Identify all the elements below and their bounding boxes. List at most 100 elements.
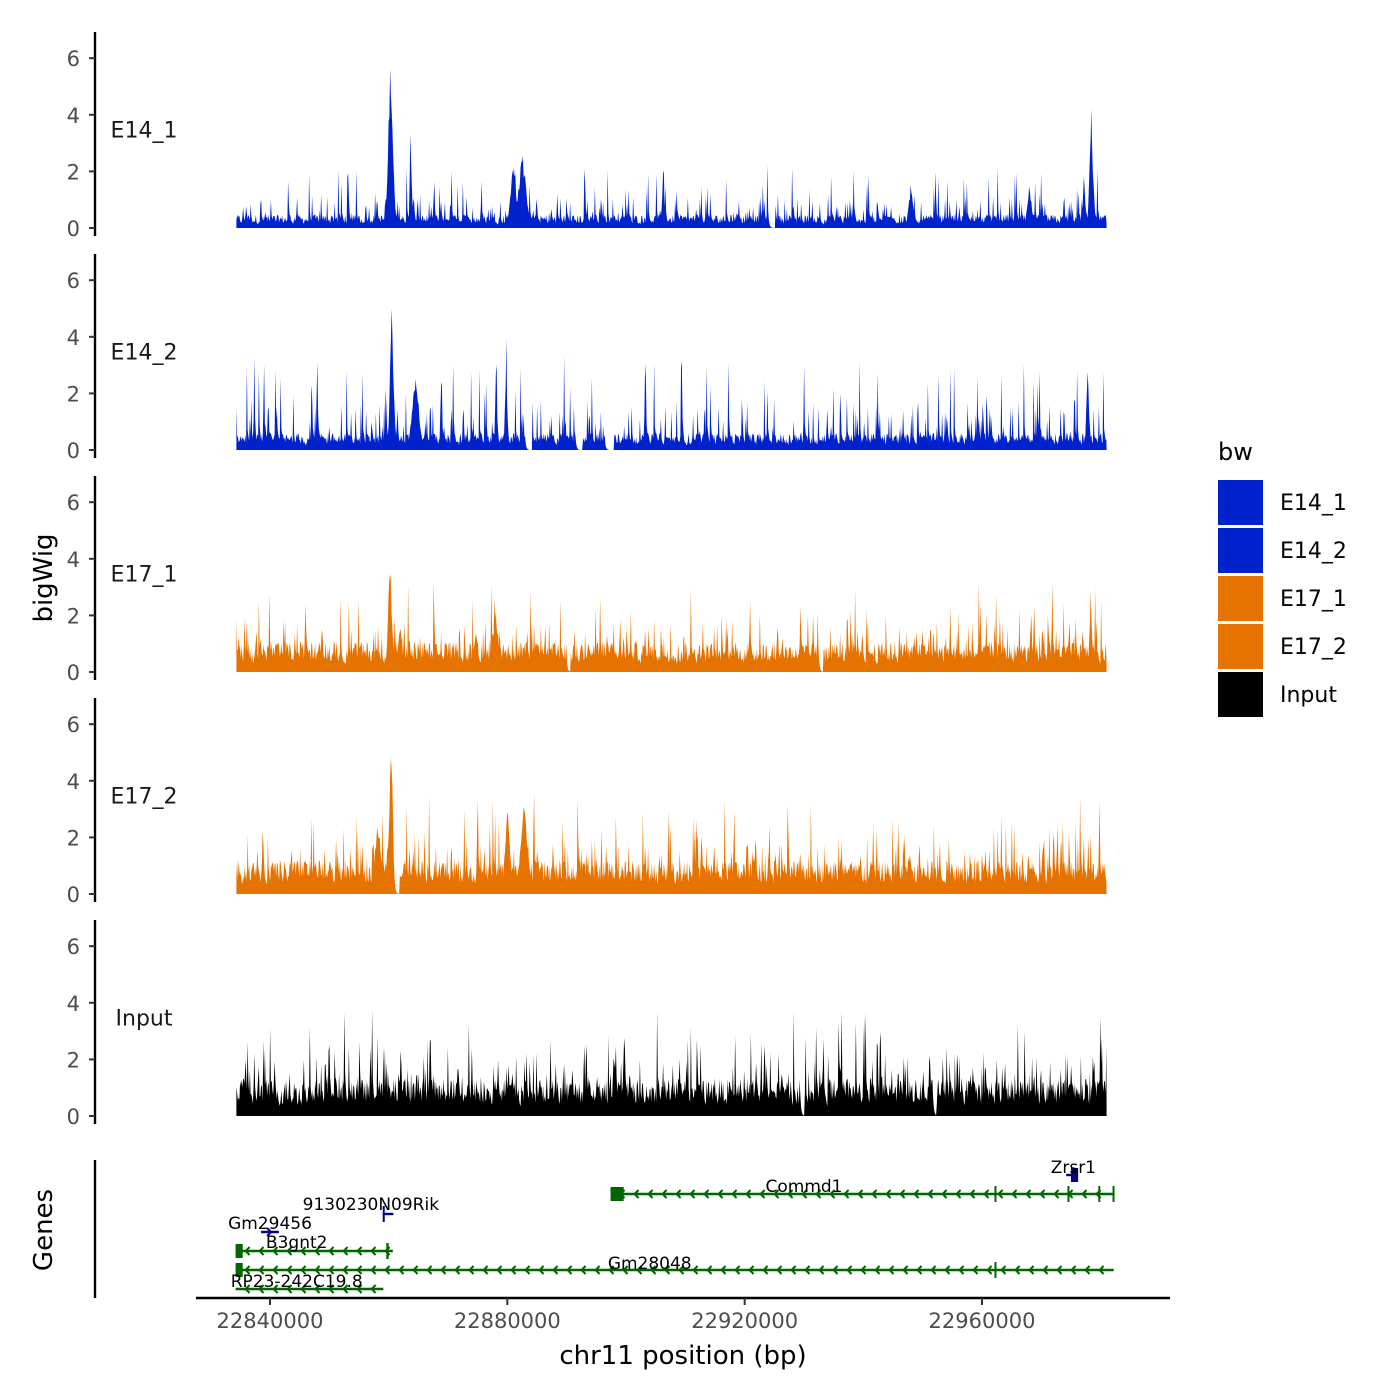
strand-arrow (1056, 1265, 1063, 1275)
strand-arrow (955, 1189, 962, 1199)
track-label: E14_1 (111, 118, 178, 143)
y-tick-label: 6 (67, 491, 80, 515)
exon (1112, 1186, 1115, 1202)
gene-label: Gm29456 (228, 1214, 312, 1234)
gene-9130230n09rik: 9130230N09Rik (303, 1195, 439, 1222)
legend-label: E14_2 (1280, 539, 1347, 564)
exon (994, 1262, 997, 1278)
gene-label: Gm28048 (608, 1254, 692, 1274)
strand-arrow (510, 1265, 517, 1275)
track-panel-e14-1: 0 2 4 6 E14_1 (67, 32, 1107, 241)
exon (1071, 1168, 1079, 1182)
gene-b3gnt2: B3gnt2 (235, 1233, 393, 1259)
exon (235, 1244, 243, 1258)
strand-arrow (286, 1284, 293, 1294)
signal-area (236, 757, 1107, 894)
strand-arrow (972, 1265, 979, 1275)
strand-arrow (944, 1265, 951, 1275)
legend-swatch (1218, 624, 1263, 669)
y-tick-label: 2 (67, 382, 80, 406)
strand-arrow (1000, 1265, 1007, 1275)
strand-arrow (272, 1246, 279, 1256)
strand-arrow (342, 1246, 349, 1256)
strand-arrow (1081, 1189, 1088, 1199)
strand-arrow (1053, 1189, 1060, 1199)
strand-arrow (927, 1189, 934, 1199)
strand-arrow (790, 1265, 797, 1275)
x-tick-label: 22880000 (454, 1309, 561, 1333)
x-tick-label: 22920000 (691, 1309, 798, 1333)
strand-arrow (1014, 1265, 1021, 1275)
strand-arrow (832, 1265, 839, 1275)
y-tick-label: 4 (67, 104, 80, 128)
y-tick-label: 0 (67, 883, 80, 907)
signal-area (236, 308, 1107, 450)
tracks-layer: 0 2 4 6 E14_1 0 2 4 6 E14_2 0 2 4 6 E17_1 0 2 4 6 E17_2 0 2 4 6… (67, 32, 1107, 1129)
legend-label: E17_1 (1280, 587, 1347, 612)
y-tick-label: 0 (67, 217, 80, 241)
strand-arrow (787, 1189, 794, 1199)
exon (235, 1263, 243, 1277)
strand-arrow (829, 1189, 836, 1199)
strand-arrow (717, 1189, 724, 1199)
y-tick-label: 2 (67, 826, 80, 850)
strand-arrow (664, 1265, 671, 1275)
strand-arrow (440, 1265, 447, 1275)
strand-arrow (370, 1265, 377, 1275)
strand-arrow (745, 1189, 752, 1199)
strand-arrow (930, 1265, 937, 1275)
strand-arrow (328, 1284, 335, 1294)
strand-arrow (552, 1265, 559, 1275)
strand-arrow (734, 1265, 741, 1275)
strand-arrow (874, 1265, 881, 1275)
strand-arrow (1042, 1265, 1049, 1275)
strand-arrow (426, 1265, 433, 1275)
strand-arrow (524, 1265, 531, 1275)
legend-swatch (1218, 480, 1263, 525)
strand-arrow (300, 1284, 307, 1294)
strand-arrow (566, 1265, 573, 1275)
gene-commd1: Commd1 (610, 1177, 1115, 1202)
exon (610, 1187, 624, 1201)
strand-arrow (314, 1246, 321, 1256)
strand-arrow (675, 1189, 682, 1199)
strand-arrow (692, 1265, 699, 1275)
signal-area (236, 68, 1107, 229)
strand-arrow (356, 1284, 363, 1294)
y-tick-label: 2 (67, 160, 80, 184)
gene-gm28048: Gm28048 (235, 1254, 1114, 1278)
legend-swatch (1218, 672, 1263, 717)
legend-label: E14_1 (1280, 491, 1347, 516)
strand-arrow (266, 1227, 273, 1237)
strand-arrow (762, 1265, 769, 1275)
track-panel-e17-2: 0 2 4 6 E17_2 (67, 698, 1107, 907)
exon (382, 1206, 385, 1222)
strand-arrow (286, 1246, 293, 1256)
gene-zrsr1: Zrsr1 (1051, 1158, 1096, 1182)
gene-label: Commd1 (766, 1177, 843, 1197)
strand-arrow (300, 1246, 307, 1256)
strand-arrow (1025, 1189, 1032, 1199)
y-tick-label: 4 (67, 548, 80, 572)
exon (1067, 1186, 1070, 1202)
y-tick-label: 0 (67, 1105, 80, 1129)
strand-arrow (1098, 1265, 1105, 1275)
track-label: Input (116, 1006, 173, 1031)
strand-arrow (678, 1265, 685, 1275)
strand-arrow (342, 1265, 349, 1275)
strand-arrow (759, 1189, 766, 1199)
strand-arrow (342, 1284, 349, 1294)
strand-arrow (636, 1265, 643, 1275)
gene-label: Zrsr1 (1051, 1158, 1096, 1178)
y-tick-label: 2 (67, 604, 80, 628)
legend-entry: E14_1 (1218, 480, 1347, 525)
x-tick-label: 22840000 (217, 1309, 324, 1333)
strand-arrow (899, 1189, 906, 1199)
strand-arrow (801, 1189, 808, 1199)
legend-label: E17_2 (1280, 635, 1347, 660)
strand-arrow (580, 1265, 587, 1275)
strand-arrow (888, 1265, 895, 1275)
strand-arrow (370, 1284, 377, 1294)
